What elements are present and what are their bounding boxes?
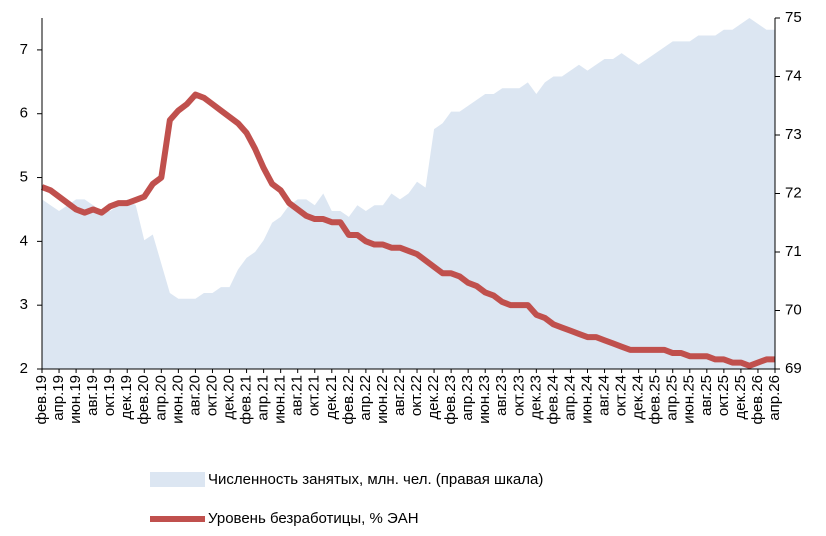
x-tick-label: фев.23	[442, 375, 459, 425]
x-tick-label: апр.19	[50, 375, 67, 421]
x-tick-label: окт.24	[613, 375, 630, 416]
x-tick-label: апр.25	[664, 375, 681, 421]
x-tick-label: фев.21	[238, 375, 255, 425]
y-tick-label: 7	[20, 41, 28, 58]
x-tick-label: авг.19	[84, 375, 101, 416]
x-tick-label: июн.20	[169, 375, 186, 424]
y2-tick-label: 71	[785, 243, 802, 260]
legend-label: Численность занятых, млн. чел. (правая ш…	[208, 471, 543, 488]
y2-tick-label: 73	[785, 126, 802, 143]
x-tick-label: окт.25	[715, 375, 732, 416]
x-tick-label: авг.24	[596, 375, 613, 416]
x-tick-label: авг.21	[289, 375, 306, 416]
x-tick-label: апр.26	[766, 375, 783, 421]
x-tick-label: апр.21	[255, 375, 272, 421]
x-tick-label: дек.21	[323, 375, 340, 420]
x-tick-label: июн.23	[476, 375, 493, 424]
y2-tick-label: 75	[785, 9, 802, 26]
y-tick-label: 5	[20, 169, 28, 186]
y-tick-label: 4	[20, 232, 28, 249]
line	[40, 91, 775, 369]
x-tick-label: июн.21	[272, 375, 289, 424]
y-tick-label: 3	[20, 296, 28, 313]
x-tick-label: дек.20	[220, 375, 237, 420]
x-tick-label: окт.19	[101, 375, 118, 416]
x-tick-label: апр.22	[357, 375, 374, 421]
y-tick-label: 2	[20, 360, 28, 377]
x-tick-label: апр.23	[459, 375, 476, 421]
x-tick-label: авг.25	[698, 375, 715, 416]
x-tick-label: апр.24	[561, 375, 578, 421]
x-tick-label: авг.22	[391, 375, 408, 416]
area	[42, 18, 775, 369]
legend-swatch-area	[150, 472, 205, 487]
x-tick-label: июн.24	[578, 375, 595, 424]
x-tick-label: дек.23	[527, 375, 544, 420]
x-tick-label: фев.26	[749, 375, 766, 425]
x-tick-label: апр.20	[152, 375, 169, 421]
x-tick-label: дек.24	[630, 375, 647, 420]
y2-tick-label: 70	[785, 301, 802, 318]
x-tick-label: фев.22	[340, 375, 357, 425]
x-tick-label: авг.20	[186, 375, 203, 416]
y2-tick-label: 72	[785, 184, 802, 201]
y2-tick-label: 69	[785, 360, 802, 377]
y-tick-label: 6	[20, 105, 28, 122]
x-tick-label: фев.24	[544, 375, 561, 425]
legend-label: Уровень безработицы, % ЭАН	[208, 510, 419, 527]
x-tick-label: окт.23	[510, 375, 527, 416]
x-tick-label: авг.23	[493, 375, 510, 416]
x-tick-label: окт.22	[408, 375, 425, 416]
x-tick-label: июн.25	[681, 375, 698, 424]
x-tick-label: фев.20	[135, 375, 152, 425]
x-tick-label: июн.22	[374, 375, 391, 424]
x-tick-label: дек.22	[425, 375, 442, 420]
y2-tick-label: 74	[785, 67, 802, 84]
x-tick-label: дек.19	[118, 375, 135, 420]
x-tick-label: фев.25	[647, 375, 664, 425]
x-tick-label: фев.19	[33, 375, 50, 425]
x-tick-label: окт.21	[306, 375, 323, 416]
x-tick-label: дек.25	[732, 375, 749, 420]
x-tick-label: окт.20	[203, 375, 220, 416]
x-tick-label: июн.19	[67, 375, 84, 424]
